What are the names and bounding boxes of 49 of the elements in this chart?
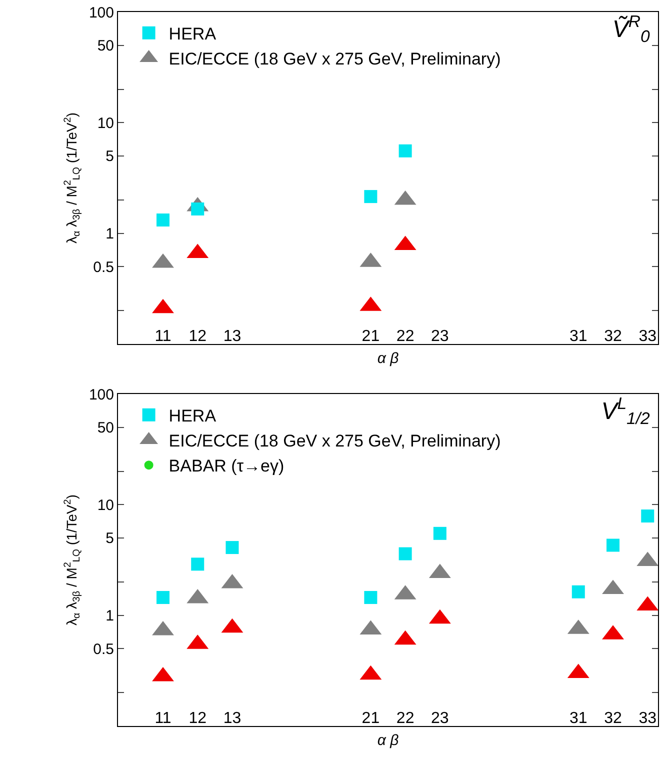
- x-tick-label: 12: [188, 328, 207, 345]
- point: [433, 526, 446, 540]
- point: [398, 547, 412, 560]
- x-tick-label: 33: [638, 328, 657, 345]
- y-tick-label: 50: [97, 420, 114, 437]
- y-tick-label: 1: [106, 226, 114, 243]
- legend-label: EIC/ECCE (18 GeV x 275 GeV, Preliminary): [168, 50, 501, 69]
- point: [226, 541, 239, 554]
- x-tick-label: 23: [431, 710, 449, 727]
- y-tick-label: 0.5: [93, 258, 114, 276]
- x-tick-label: 11: [154, 710, 172, 727]
- x-tick-label: 33: [638, 710, 657, 727]
- point: [156, 590, 170, 604]
- x-tick-label: 31: [569, 710, 588, 727]
- legend-label: EIC/ECCE (18 GeV x 275 GeV, Preliminary): [168, 432, 501, 451]
- y-tick-label: 10: [97, 114, 114, 132]
- y-tick-label: 5: [106, 148, 114, 166]
- x-axis-title: α β: [377, 732, 400, 749]
- x-tick-label: 23: [431, 328, 449, 345]
- point: [156, 213, 170, 226]
- x-tick-label: 13: [223, 328, 242, 345]
- point: [364, 190, 378, 204]
- y-tick-label: 5: [106, 530, 114, 548]
- y-tick-label: 10: [97, 496, 114, 514]
- x-tick-label: 12: [188, 710, 207, 727]
- x-tick-label: 13: [223, 710, 242, 727]
- legend-label: HERA: [168, 24, 217, 44]
- x-axis-title: α β: [377, 350, 400, 367]
- x-tick-label: 32: [604, 328, 622, 345]
- x-tick-label: 22: [396, 710, 414, 727]
- y-tick-label: 0.5: [93, 640, 114, 658]
- x-tick-label: 32: [604, 710, 622, 727]
- point: [572, 585, 585, 598]
- point: [606, 538, 620, 552]
- y-tick-label: 100: [88, 386, 114, 404]
- x-tick-label: 22: [396, 328, 414, 345]
- y-tick-label: 1: [106, 608, 114, 625]
- x-tick-label: 21: [362, 328, 380, 345]
- y-tick-label: 50: [97, 38, 114, 55]
- x-tick-label: 31: [569, 328, 588, 345]
- legend-label: HERA: [168, 406, 217, 426]
- legend-label: BABAR (τ→eγ): [168, 456, 284, 476]
- x-tick-label: 11: [154, 328, 172, 345]
- point: [398, 144, 412, 158]
- y-tick-label: 100: [88, 4, 114, 22]
- x-tick-label: 21: [362, 710, 380, 727]
- point: [364, 590, 378, 604]
- point: [641, 510, 654, 522]
- point: [191, 558, 204, 571]
